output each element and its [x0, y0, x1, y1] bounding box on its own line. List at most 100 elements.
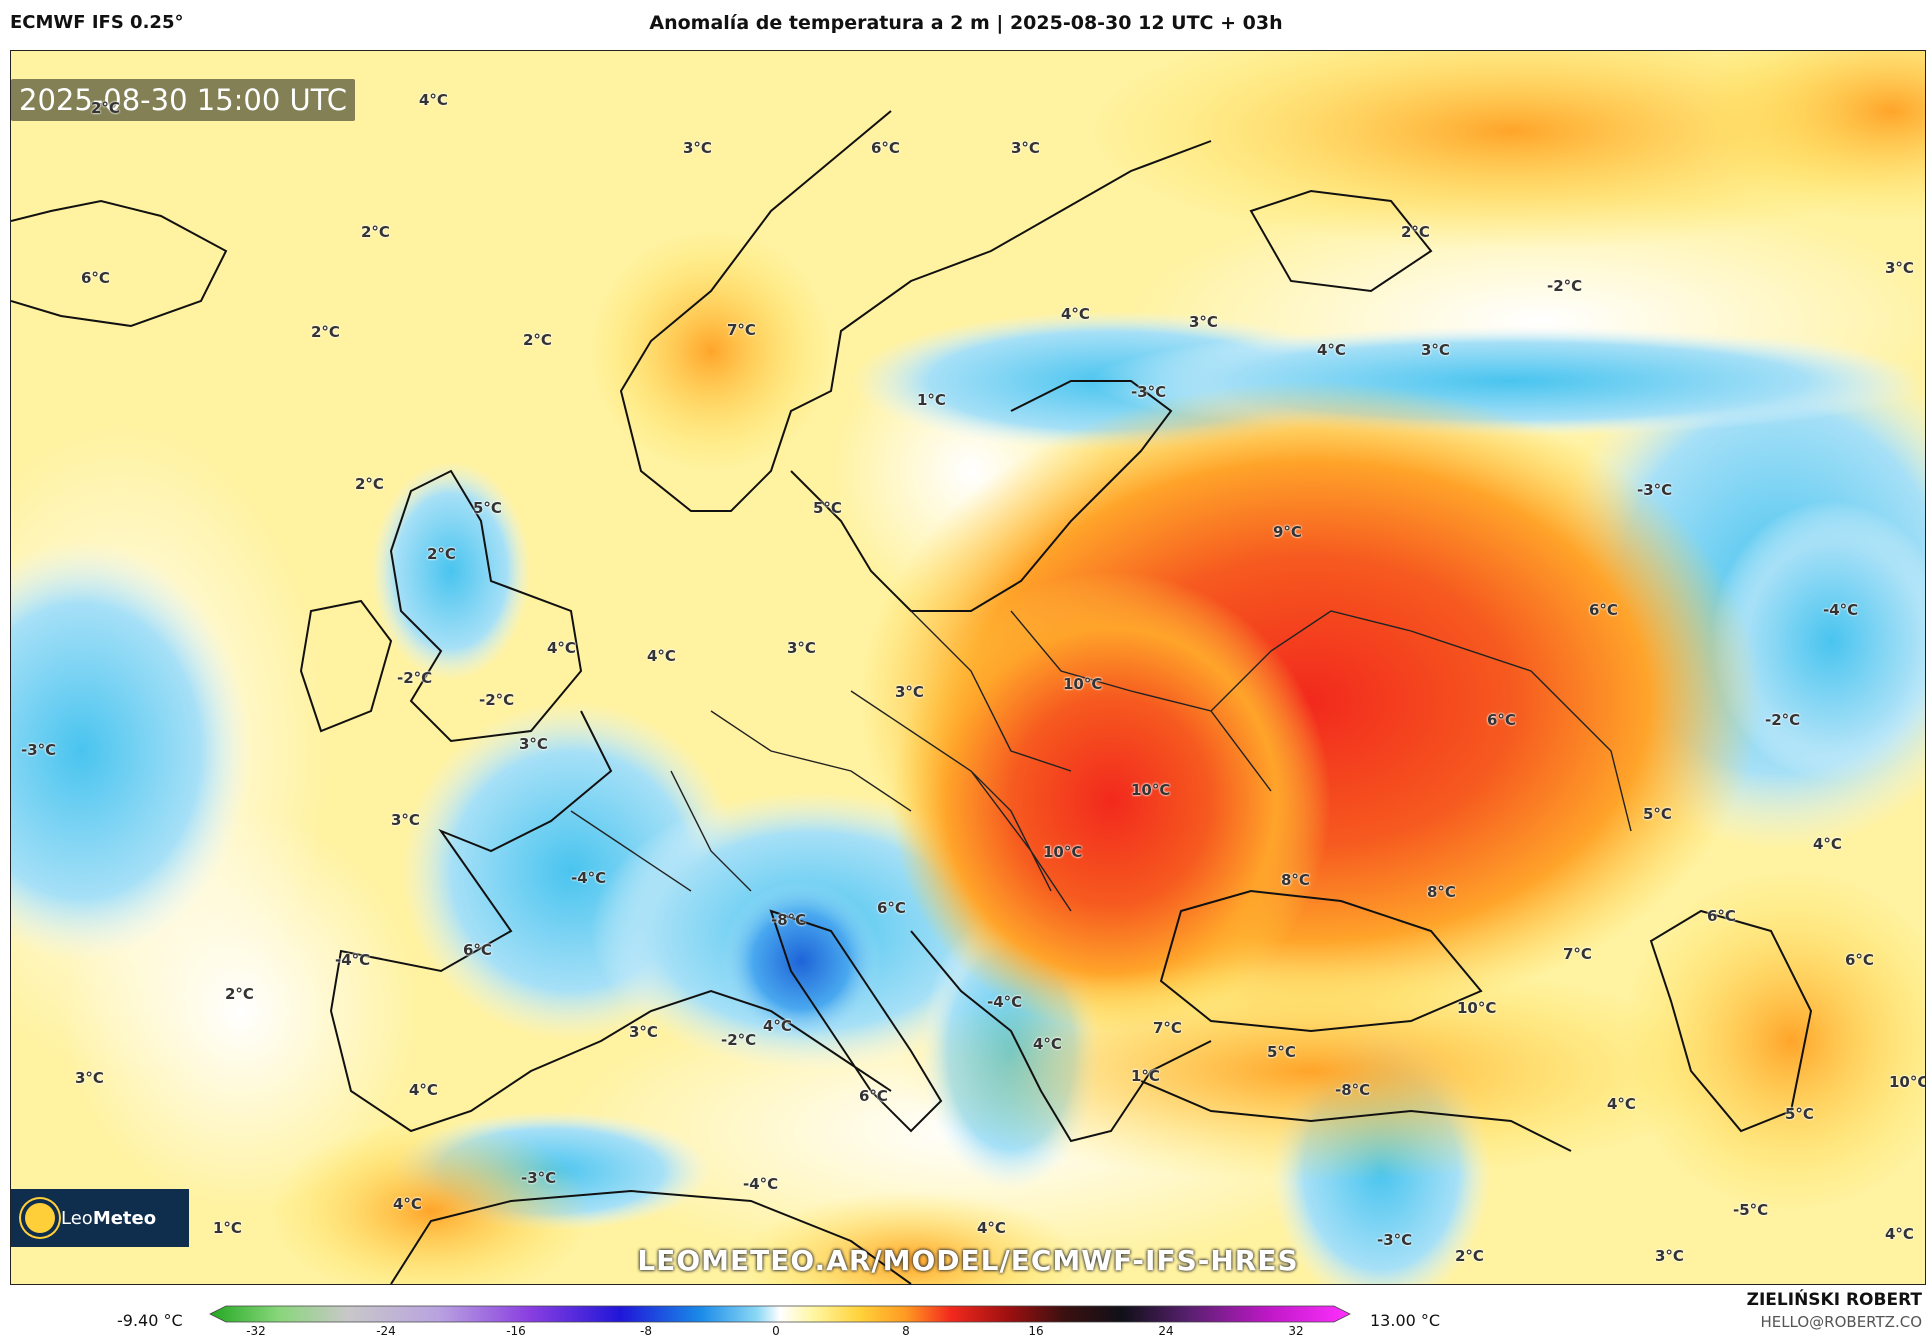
anomaly-label: 7°C [1563, 945, 1592, 963]
anomaly-label: 2°C [427, 545, 456, 563]
anomaly-label: 3°C [391, 811, 420, 829]
anomaly-field [11, 51, 1925, 1284]
anomaly-label: 6°C [463, 941, 492, 959]
anomaly-label: 4°C [419, 91, 448, 109]
africa-coast [390, 1189, 912, 1284]
western-europe-coast [329, 710, 892, 1133]
anomaly-label: -2°C [1547, 277, 1583, 295]
anomaly-label: 1°C [917, 391, 946, 409]
anomaly-label: 3°C [1655, 1247, 1684, 1265]
anomaly-label: 1°C [1131, 1067, 1160, 1085]
anomaly-label: 6°C [1589, 601, 1618, 619]
anomaly-label: 4°C [1885, 1225, 1914, 1243]
great-britain-outline [389, 469, 583, 743]
anomaly-label: 4°C [409, 1081, 438, 1099]
colorbar-tick: -8 [640, 1324, 652, 1338]
anomaly-label: 2°C [361, 223, 390, 241]
anomaly-label: -4°C [1823, 601, 1859, 619]
colorbar-tick: -16 [506, 1324, 526, 1338]
anomaly-label: -8°C [771, 911, 807, 929]
anomaly-label: -3°C [521, 1169, 557, 1187]
anomaly-label: 5°C [1267, 1043, 1296, 1061]
black-sea-outline [1159, 889, 1483, 1033]
anomaly-label: 6°C [877, 899, 906, 917]
colorbar-tick: 8 [902, 1324, 910, 1338]
anomaly-label: 4°C [1061, 305, 1090, 323]
anomaly-label: 5°C [813, 499, 842, 517]
anomaly-label: -4°C [987, 993, 1023, 1011]
anomaly-label: 7°C [727, 321, 756, 339]
anomaly-label: 4°C [547, 639, 576, 657]
anomaly-label: -3°C [1637, 481, 1673, 499]
anomaly-label: 6°C [1707, 907, 1736, 925]
kola-coast [1249, 189, 1433, 293]
anomaly-label: 8°C [1281, 871, 1310, 889]
anomaly-label: 3°C [1421, 341, 1450, 359]
anomaly-label: 3°C [1885, 259, 1914, 277]
author-name: ZIELIŃSKI ROBERT [1746, 1290, 1922, 1310]
logo-text-meteo: Meteo [92, 1207, 157, 1229]
anomaly-label: 4°C [1813, 835, 1842, 853]
caspian-outline [1649, 909, 1813, 1133]
anomaly-label: 8°C [1427, 883, 1456, 901]
anomaly-label: -3°C [21, 741, 57, 759]
colorbar [209, 1305, 1351, 1323]
anomaly-label: 2°C [225, 985, 254, 1003]
colorbar-tick: -24 [376, 1324, 396, 1338]
anomaly-label: 4°C [1033, 1035, 1062, 1053]
anomaly-label: 6°C [1487, 711, 1516, 729]
anomaly-label: -5°C [1733, 1201, 1769, 1219]
anomaly-label: 4°C [1317, 341, 1346, 359]
anomaly-label: -2°C [721, 1031, 757, 1049]
anomaly-label: -3°C [1377, 1231, 1413, 1249]
anomaly-label: 3°C [787, 639, 816, 657]
map-title: Anomalía de temperatura a 2 m | 2025-08-… [649, 12, 1283, 34]
anomaly-label: 3°C [75, 1069, 104, 1087]
anomaly-label: 1°C [213, 1219, 242, 1237]
anomaly-label: 6°C [81, 269, 110, 287]
anomaly-label: 2°C [1401, 223, 1430, 241]
anomaly-label: 4°C [393, 1195, 422, 1213]
anomaly-label: 3°C [1189, 313, 1218, 331]
author-email: HELLO@ROBERTZ.CO [1760, 1313, 1922, 1331]
anomaly-label: 2°C [311, 323, 340, 341]
anomaly-label: 9°C [1273, 523, 1302, 541]
anomaly-label: 2°C [523, 331, 552, 349]
anomaly-label: -2°C [1765, 711, 1801, 729]
anomaly-label: 10°C [1889, 1073, 1926, 1091]
anomaly-label: 6°C [1845, 951, 1874, 969]
colorbar-max-label: 13.00 °C [1370, 1311, 1441, 1330]
anomaly-label: -4°C [335, 951, 371, 969]
anomaly-label: 2°C [355, 475, 384, 493]
colorbar-min-label: -9.40 °C [117, 1311, 183, 1330]
valid-time-stamp: 2025-08-30 15:00 UTC [11, 79, 356, 121]
anomaly-label: 6°C [859, 1087, 888, 1105]
sun-icon [25, 1203, 55, 1233]
anomaly-label: 2°C [91, 99, 120, 117]
source-url-watermark: LEOMETEO.AR/MODEL/ECMWF-IFS-HRES [637, 1244, 1299, 1277]
anomaly-label: 3°C [629, 1023, 658, 1041]
anomaly-label: 3°C [683, 139, 712, 157]
colorbar-tick: 24 [1158, 1324, 1174, 1338]
anomaly-label: -2°C [397, 669, 433, 687]
border-lines [570, 610, 1632, 912]
anomaly-label: 5°C [473, 499, 502, 517]
colorbar-tick: -32 [246, 1324, 266, 1338]
anomaly-label: -4°C [571, 869, 607, 887]
anomaly-map: 2025-08-30 15:00 UTC 2°C 4°C 3°C 6°C 3°C… [10, 50, 1926, 1285]
anomaly-label: 10°C [1131, 781, 1171, 799]
colorbar-tick: 16 [1028, 1324, 1044, 1338]
anomaly-label: 10°C [1457, 999, 1497, 1017]
anomaly-label: -8°C [1335, 1081, 1371, 1099]
anomaly-label: 3°C [895, 683, 924, 701]
anomaly-label: 3°C [519, 735, 548, 753]
anomaly-label: 6°C [871, 139, 900, 157]
ireland-outline [299, 599, 393, 733]
scandinavia-coast [619, 110, 1212, 512]
turkey-coast [1140, 1080, 1572, 1152]
anomaly-label: 5°C [1785, 1105, 1814, 1123]
logo-text-leo: Leo [61, 1207, 93, 1229]
iceland-outline [11, 199, 228, 328]
anomaly-label: 5°C [1643, 805, 1672, 823]
anomaly-label: 4°C [977, 1219, 1006, 1237]
